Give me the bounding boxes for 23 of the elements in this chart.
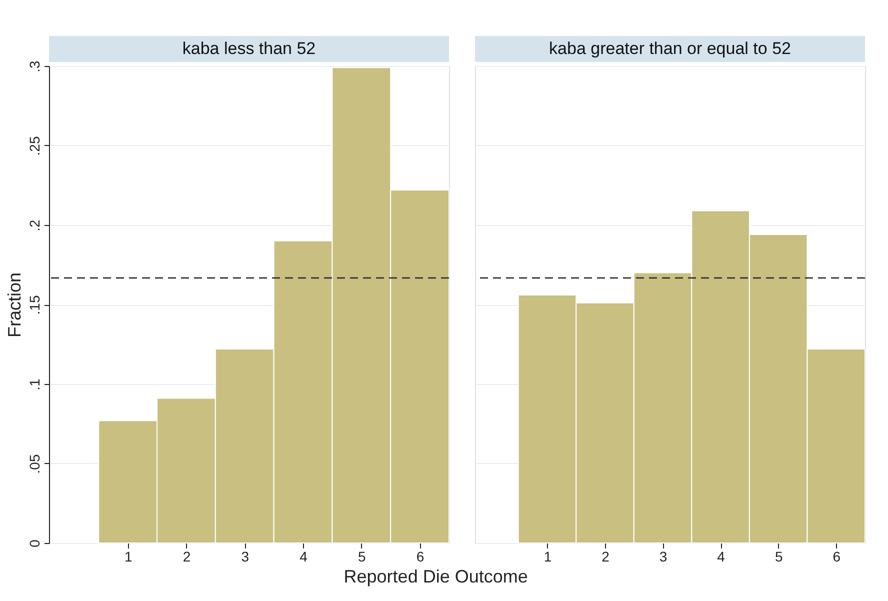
x-tick-label: 3	[659, 548, 668, 564]
y-tick-label: .15	[26, 295, 42, 315]
y-tick-label: .3	[26, 60, 42, 72]
y-tick-label: .2	[26, 219, 42, 232]
y-tick-label: .1	[26, 378, 42, 390]
x-tick-label: 2	[182, 548, 191, 564]
x-axis-title: Reported Die Outcome	[344, 566, 528, 586]
x-tick-label: 4	[300, 548, 308, 564]
x-tick-label: 6	[416, 548, 424, 564]
x-tick-label: 5	[358, 548, 366, 564]
x-tick-label: 3	[241, 548, 250, 564]
x-tick-label: 2	[602, 548, 610, 564]
x-tick-label: 1	[124, 548, 132, 564]
y-tick-label: .25	[26, 136, 42, 156]
x-tick-label: 1	[544, 548, 552, 564]
chart-title: kaba less than 52	[182, 39, 316, 58]
y-tick-label: .05	[26, 454, 42, 474]
chart-title: kaba greater than or equal to 52	[549, 39, 791, 58]
x-tick-label: 4	[717, 548, 726, 564]
x-tick-label: 5	[774, 548, 783, 564]
y-axis-title: Fraction	[4, 272, 24, 338]
y-tick-label: 0	[26, 539, 42, 548]
x-tick-label: 6	[832, 548, 841, 564]
